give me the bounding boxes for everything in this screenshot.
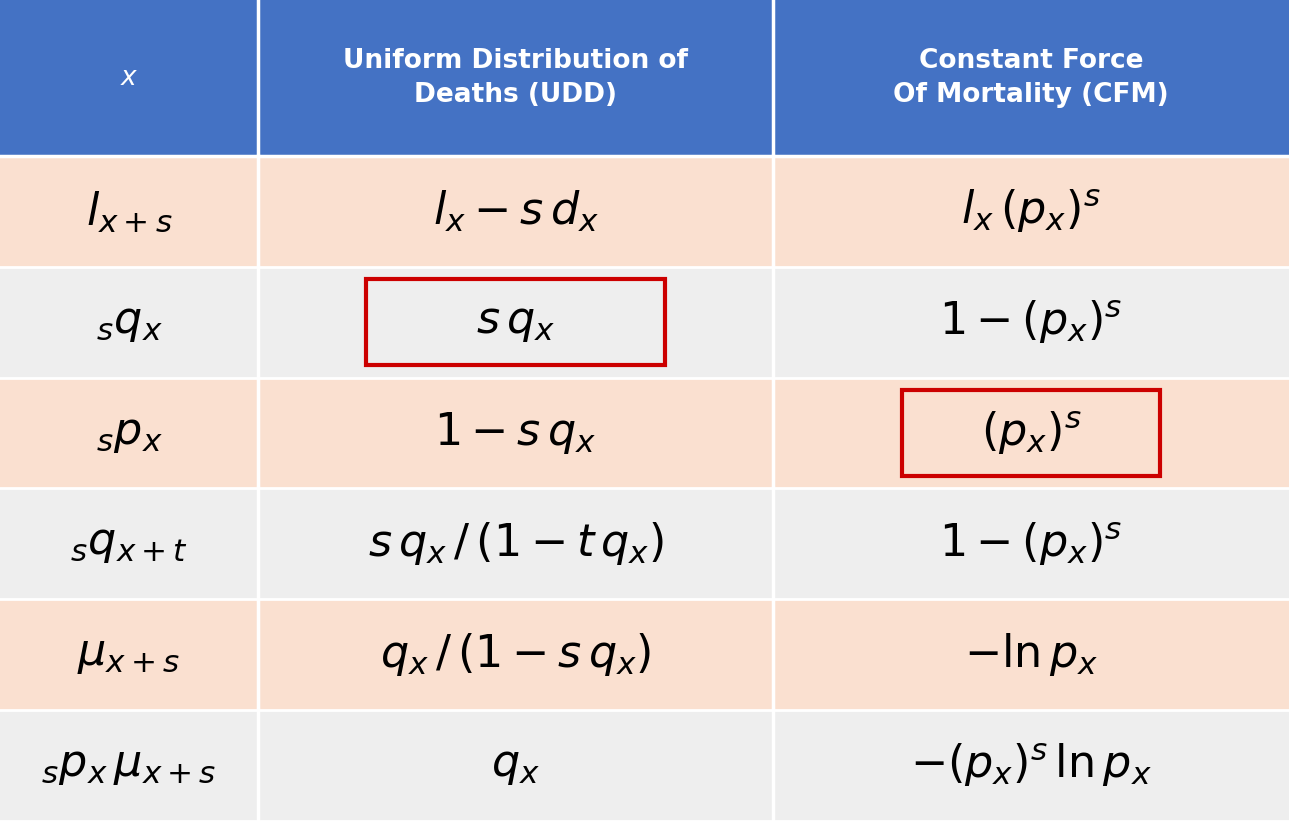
Text: $l_x\,(p_x)^s$: $l_x\,(p_x)^s$: [962, 188, 1101, 235]
FancyBboxPatch shape: [773, 599, 1289, 710]
FancyBboxPatch shape: [0, 378, 258, 488]
Text: $_s p_x$: $_s p_x$: [95, 411, 162, 455]
Text: $_s q_x$: $_s q_x$: [95, 300, 162, 344]
FancyBboxPatch shape: [258, 267, 773, 378]
FancyBboxPatch shape: [0, 488, 258, 599]
FancyBboxPatch shape: [0, 0, 258, 156]
Text: $l_{x+s}$: $l_{x+s}$: [85, 189, 173, 234]
FancyBboxPatch shape: [258, 488, 773, 599]
Text: $1-(p_x)^s$: $1-(p_x)^s$: [940, 521, 1123, 567]
Text: $-\ln p_x$: $-\ln p_x$: [964, 631, 1098, 678]
FancyBboxPatch shape: [258, 710, 773, 821]
Text: Uniform Distribution of
Deaths (UDD): Uniform Distribution of Deaths (UDD): [343, 48, 688, 108]
FancyBboxPatch shape: [258, 0, 773, 156]
FancyBboxPatch shape: [773, 710, 1289, 821]
Text: $q_x\,/\,(1-s\,q_x)$: $q_x\,/\,(1-s\,q_x)$: [380, 631, 651, 678]
FancyBboxPatch shape: [773, 0, 1289, 156]
Text: $x$: $x$: [120, 65, 138, 91]
FancyBboxPatch shape: [773, 156, 1289, 267]
Text: $-(p_x)^s\,\ln p_x$: $-(p_x)^s\,\ln p_x$: [910, 742, 1152, 789]
Text: $_s p_x\,\mu_{x+s}$: $_s p_x\,\mu_{x+s}$: [41, 744, 217, 787]
FancyBboxPatch shape: [258, 599, 773, 710]
FancyBboxPatch shape: [0, 710, 258, 821]
FancyBboxPatch shape: [258, 156, 773, 267]
Text: $_s q_{x+t}$: $_s q_{x+t}$: [70, 522, 188, 566]
Text: $l_x - s\,d_x$: $l_x - s\,d_x$: [433, 189, 598, 234]
FancyBboxPatch shape: [902, 390, 1160, 476]
Text: $(p_x)^s$: $(p_x)^s$: [981, 410, 1081, 456]
Text: $s\,q_x$: $s\,q_x$: [476, 300, 556, 344]
FancyBboxPatch shape: [0, 267, 258, 378]
FancyBboxPatch shape: [773, 378, 1289, 488]
FancyBboxPatch shape: [366, 279, 665, 365]
Text: $s\,q_x$: $s\,q_x$: [476, 300, 556, 344]
Text: $s\,q_x\,/\,(1-t\,q_x)$: $s\,q_x\,/\,(1-t\,q_x)$: [367, 521, 664, 567]
Text: $1-s\,q_x$: $1-s\,q_x$: [434, 410, 597, 456]
FancyBboxPatch shape: [773, 267, 1289, 378]
Text: $1-(p_x)^s$: $1-(p_x)^s$: [940, 299, 1123, 346]
Text: $q_x$: $q_x$: [491, 744, 540, 787]
FancyBboxPatch shape: [258, 378, 773, 488]
FancyBboxPatch shape: [0, 599, 258, 710]
Text: Constant Force
Of Mortality (CFM): Constant Force Of Mortality (CFM): [893, 48, 1169, 108]
FancyBboxPatch shape: [0, 156, 258, 267]
FancyBboxPatch shape: [773, 488, 1289, 599]
Text: $(p_x)^s$: $(p_x)^s$: [981, 410, 1081, 456]
Text: $\mu_{x+s}$: $\mu_{x+s}$: [77, 633, 180, 677]
